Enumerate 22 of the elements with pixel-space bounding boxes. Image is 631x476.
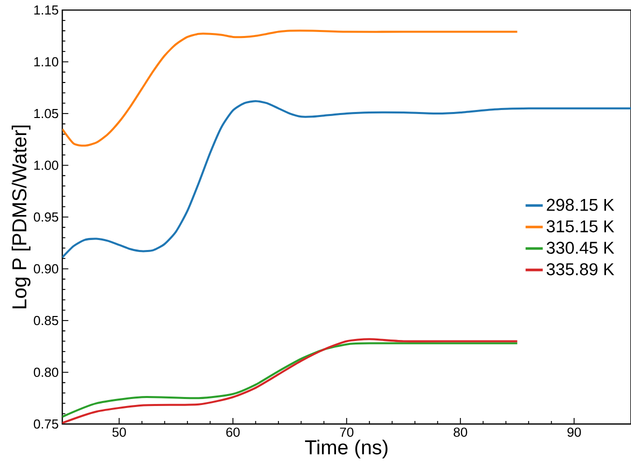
y-tick-label: 0.85	[34, 316, 58, 326]
x-tick-label: 90	[567, 427, 581, 437]
y-tick-label: 0.90	[34, 264, 58, 274]
y-tick-label: 1.10	[34, 57, 58, 66]
legend-label: 298.15 K	[546, 198, 614, 211]
y-tick-label: 1.15	[34, 5, 58, 14]
line-series	[62, 100, 631, 258]
y-tick-label: 0.95	[34, 212, 58, 222]
y-tick-label: 1.05	[34, 108, 58, 118]
y-axis-title: Log P [PDMS/Water]	[12, 125, 30, 308]
y-tick-label: 1.00	[34, 160, 58, 170]
x-tick-label: 50	[112, 427, 126, 437]
x-tick-label: 80	[454, 427, 468, 437]
legend-label: 335.89 K	[546, 263, 614, 276]
x-tick-label: 60	[226, 427, 240, 437]
y-tick-label: 0.80	[34, 368, 58, 377]
legend-label: 330.45 K	[546, 242, 614, 254]
y-tick-label: 0.75	[34, 419, 58, 429]
x-axis-title: Time (ns)	[305, 440, 388, 458]
legend-label: 315.15 K	[546, 220, 614, 232]
line-series	[62, 30, 518, 146]
x-tick-label: 70	[340, 427, 354, 437]
